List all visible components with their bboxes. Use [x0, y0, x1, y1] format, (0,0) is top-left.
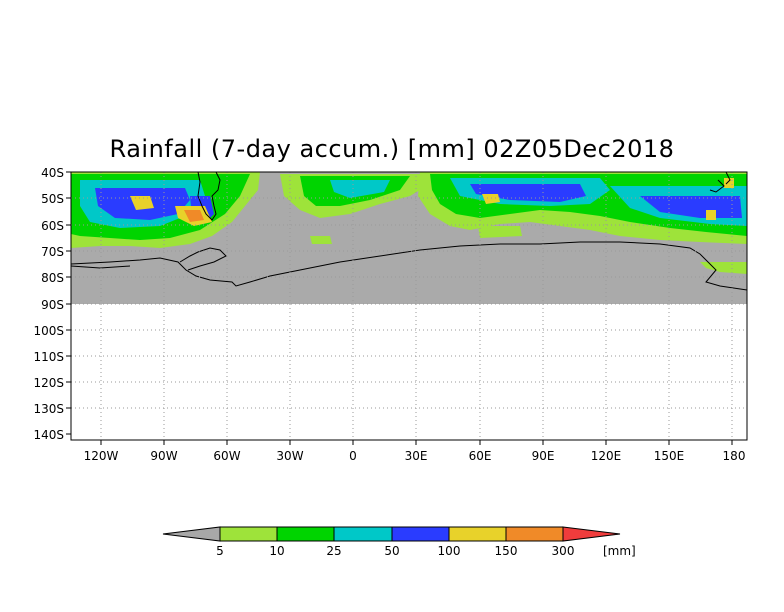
gridlines	[71, 172, 747, 440]
antarctica-coast	[70, 241, 748, 291]
colorbar-below-arrow	[162, 526, 221, 542]
lat-label: 40S	[41, 166, 64, 180]
axis-ticks	[66, 171, 733, 445]
lon-label: 180	[723, 449, 746, 463]
colorbar-bin	[391, 526, 450, 542]
lat-label: 100S	[33, 324, 64, 338]
map-title: Rainfall (7-day accum.) [mm] 02Z05Dec201…	[109, 135, 675, 163]
colorbar-above-arrow	[562, 526, 621, 542]
latitude-labels: 40S 50S 60S 70S 80S 90S 100S 110S 120S 1…	[33, 166, 64, 442]
lon-label: 90W	[150, 449, 177, 463]
antarctic-peninsula	[179, 247, 227, 271]
colorbar-bin	[276, 526, 335, 542]
colorbar	[162, 526, 621, 542]
colorbar-bin	[505, 526, 564, 542]
colorbar-label: 300	[552, 544, 575, 558]
longitude-labels: 120W 90W 60W 30W 0 30E 60E 90E 120E 150E…	[84, 449, 746, 463]
colorbar-label: 100	[438, 544, 461, 558]
lon-label: 90E	[532, 449, 555, 463]
rain-cyan-mid	[330, 180, 390, 198]
lat-label: 80S	[41, 271, 64, 285]
lon-label: 60W	[213, 449, 240, 463]
rain-yellow-far-east	[706, 210, 716, 220]
lon-label: 60E	[469, 449, 492, 463]
rain-patch-east-far	[700, 262, 747, 274]
colorbar-label: 10	[269, 544, 284, 558]
lat-label: 70S	[41, 245, 64, 259]
lat-label: 140S	[33, 428, 64, 442]
rain-yellow-east	[482, 194, 500, 204]
plot-frame	[70, 171, 748, 441]
lat-label: 60S	[41, 219, 64, 233]
colorbar-bin	[448, 526, 507, 542]
colorbar-unit: [mm]	[603, 544, 636, 558]
rain-patch-indian	[478, 226, 522, 238]
coastlines	[70, 171, 748, 291]
lat-label: 90S	[41, 298, 64, 312]
lat-label: 110S	[33, 350, 64, 364]
lon-label: 30W	[276, 449, 303, 463]
colorbar-label: 25	[326, 544, 341, 558]
ross-ice-shelf	[70, 265, 131, 269]
rain-yellow-west	[130, 196, 154, 210]
south-america-coast	[197, 171, 221, 221]
lon-label: 120E	[591, 449, 622, 463]
rain-orange-drake	[184, 210, 204, 222]
rain-yellow-nz	[724, 178, 734, 188]
lon-label: 30E	[405, 449, 428, 463]
colorbar-label: 5	[216, 544, 224, 558]
colorbar-label: 50	[384, 544, 399, 558]
lon-label: 120W	[84, 449, 119, 463]
colorbar-bin	[219, 526, 278, 542]
rain-patch-south-atlantic	[310, 236, 332, 244]
colorbar-label: 150	[495, 544, 518, 558]
lat-label: 120S	[33, 376, 64, 390]
new-zealand	[709, 171, 731, 193]
colorbar-bin	[333, 526, 393, 542]
lat-label: 50S	[41, 192, 64, 206]
rain-blue-far-east	[640, 196, 742, 218]
rainfall-field	[71, 172, 747, 304]
lon-label: 0	[349, 449, 357, 463]
lat-label: 130S	[33, 402, 64, 416]
colorbar-labels: 5 10 25 50 100 150 300 [mm]	[216, 544, 636, 558]
lon-label: 150E	[654, 449, 685, 463]
